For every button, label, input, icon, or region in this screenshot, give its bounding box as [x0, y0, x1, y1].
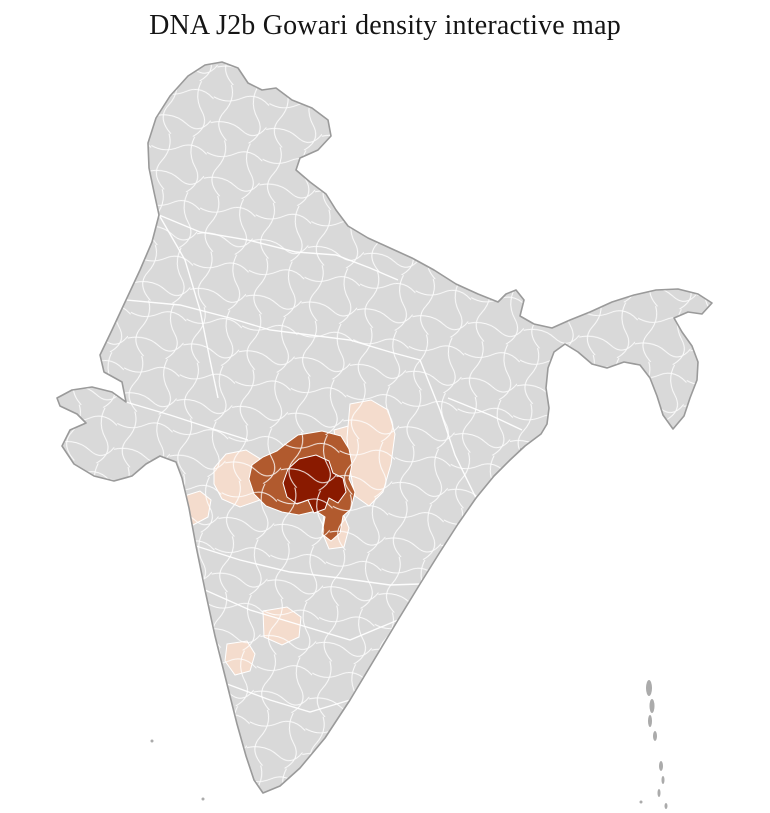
india-outline: [56, 61, 713, 794]
dark-gray-region[interactable]: [518, 445, 549, 474]
islands: [150, 680, 668, 809]
map-title: DNA J2b Gowari density interactive map: [149, 10, 621, 41]
state-boundaries: [125, 214, 523, 713]
